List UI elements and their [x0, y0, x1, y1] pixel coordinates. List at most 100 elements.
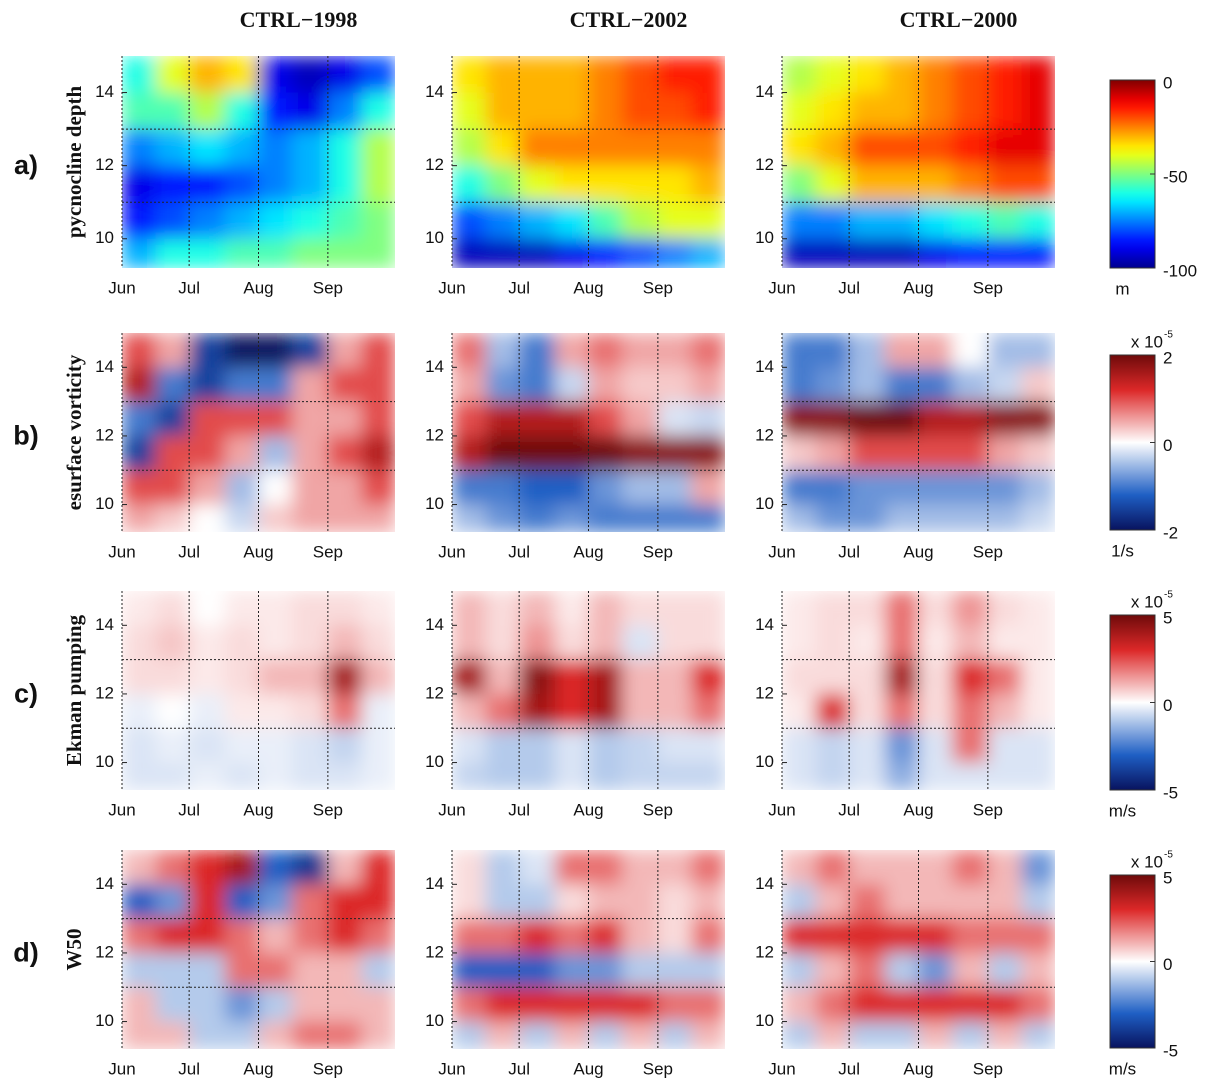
cell — [815, 435, 850, 471]
cell — [258, 435, 293, 471]
colorbar — [1109, 354, 1156, 531]
cell — [485, 625, 520, 661]
cell — [849, 659, 886, 695]
cell — [849, 470, 886, 506]
cell — [292, 625, 329, 661]
y-tick-label: 14 — [425, 82, 444, 101]
cell — [122, 591, 157, 626]
cell — [849, 435, 886, 471]
x-tick-label: Jun — [768, 1059, 795, 1078]
heatmap-cells — [122, 333, 395, 532]
cell — [987, 918, 1022, 954]
cell — [361, 56, 395, 94]
cell — [884, 129, 919, 167]
cell — [952, 165, 989, 203]
cell — [189, 987, 226, 1023]
cell — [361, 952, 395, 988]
colorbar-tick-label: 5 — [1163, 608, 1172, 627]
cell — [327, 918, 362, 954]
cell — [327, 987, 362, 1023]
x-tick-label: Aug — [243, 542, 273, 561]
cell — [292, 129, 329, 167]
cell — [918, 762, 953, 790]
cell — [292, 202, 329, 240]
cell — [884, 762, 919, 790]
cell — [189, 850, 226, 885]
cell — [258, 728, 293, 764]
heatmap — [122, 850, 395, 1049]
cell — [452, 470, 487, 506]
panel-letter: b) — [13, 421, 38, 451]
cell — [189, 435, 226, 471]
cell — [691, 401, 725, 437]
cell — [987, 202, 1022, 240]
cell — [657, 92, 692, 130]
cell — [918, 591, 953, 626]
cell — [952, 659, 989, 695]
cell — [519, 952, 556, 988]
cell — [657, 987, 692, 1023]
cell — [622, 56, 659, 94]
y-tick-label: 10 — [425, 752, 444, 771]
panel-letter: c) — [14, 679, 38, 709]
cell — [987, 367, 1022, 403]
cell — [485, 92, 520, 130]
cell — [815, 884, 850, 920]
cell — [327, 238, 362, 268]
cell — [224, 435, 259, 471]
cell — [452, 918, 487, 954]
cell — [782, 238, 817, 268]
cell — [224, 884, 259, 920]
cell — [224, 762, 259, 790]
cell — [849, 401, 886, 437]
cell — [554, 367, 589, 403]
cell — [155, 850, 190, 885]
cell — [485, 659, 520, 695]
column-title: CTRL−2002 — [570, 7, 688, 32]
cell — [224, 92, 259, 130]
heatmap-cells — [782, 333, 1055, 532]
x-tick-label: Jun — [768, 278, 795, 297]
heatmap — [782, 591, 1055, 790]
colorbar-tick-label: -2 — [1163, 523, 1178, 542]
y-tick-label: 10 — [95, 494, 114, 513]
cell — [224, 470, 259, 506]
cell — [258, 92, 293, 130]
cell — [657, 165, 692, 203]
cell — [452, 92, 487, 130]
x-tick-label: Sep — [643, 800, 673, 819]
cell — [588, 591, 623, 626]
heatmap — [452, 850, 725, 1049]
cell — [155, 728, 190, 764]
colorbar-exponent-base: x 10 — [1131, 332, 1163, 351]
cell — [952, 238, 989, 268]
cell — [554, 952, 589, 988]
cell — [554, 435, 589, 471]
cell — [292, 1021, 329, 1049]
cell — [485, 470, 520, 506]
cell — [952, 367, 989, 403]
cell — [361, 884, 395, 920]
y-tick-label: 12 — [425, 942, 444, 961]
cell — [519, 850, 556, 885]
cell — [987, 435, 1022, 471]
cell — [952, 435, 989, 471]
cell — [782, 659, 817, 695]
heatmap-cells — [452, 850, 725, 1049]
cell — [918, 238, 953, 268]
cell — [554, 470, 589, 506]
cell — [452, 367, 487, 403]
cell — [224, 504, 259, 532]
cell — [849, 333, 886, 368]
cell — [987, 659, 1022, 695]
cell — [849, 693, 886, 729]
cell — [292, 884, 329, 920]
cell — [485, 435, 520, 471]
colorbar-unit: m/s — [1109, 1059, 1136, 1078]
heatmap-cells — [782, 591, 1055, 790]
cell — [588, 470, 623, 506]
cell — [327, 401, 362, 437]
cell — [519, 238, 556, 268]
cell — [292, 693, 329, 729]
cell — [1021, 1021, 1055, 1049]
